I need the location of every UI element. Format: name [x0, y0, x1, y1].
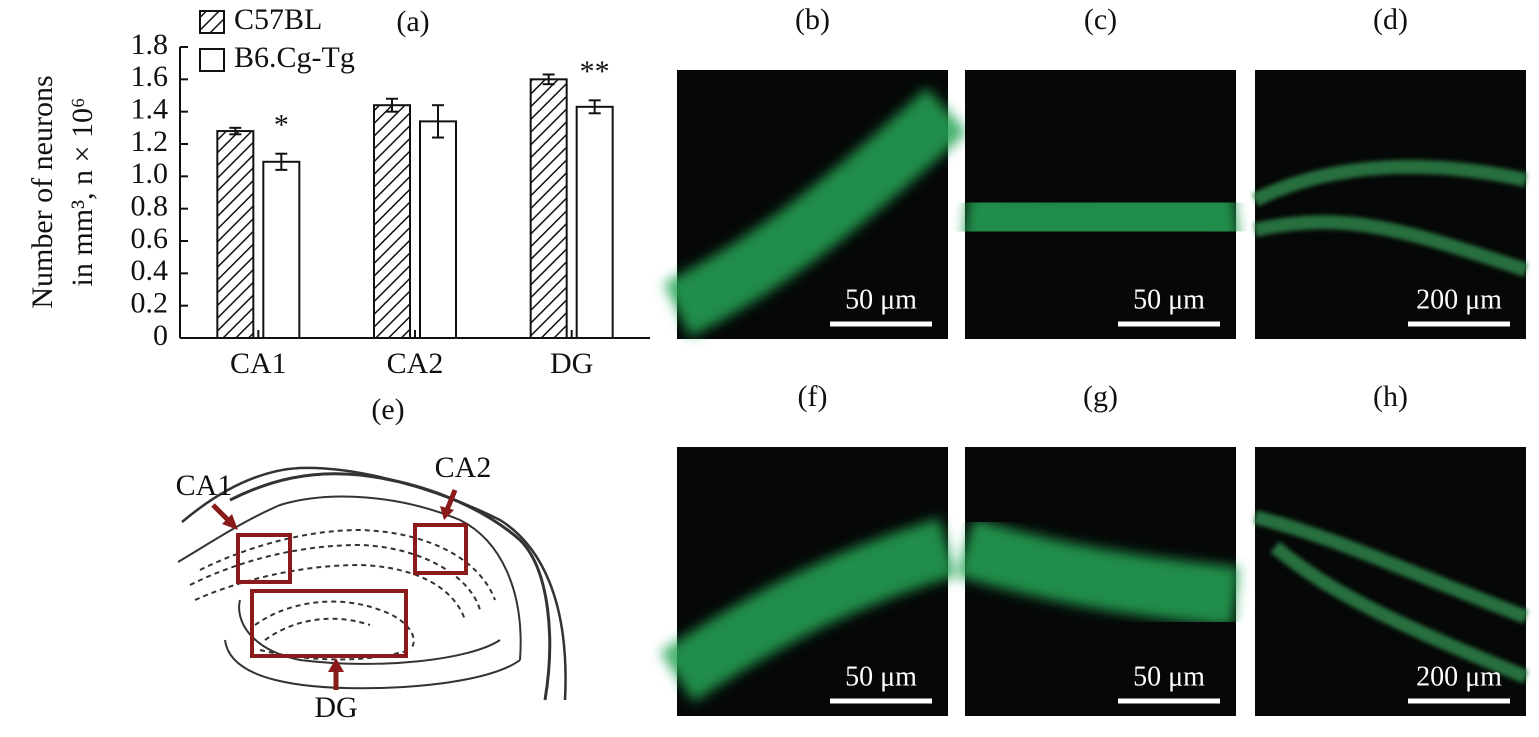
bar	[216, 130, 255, 339]
arrows	[211, 489, 458, 690]
hippocampus-diagram	[177, 466, 567, 701]
fluorescence	[956, 518, 1240, 627]
significance-label: *	[274, 109, 289, 142]
fluorescence	[1251, 159, 1529, 277]
panel-label: (b)	[795, 3, 830, 36]
bar	[575, 105, 614, 339]
region-label: CA2	[435, 451, 492, 484]
chart-title: (a)	[396, 5, 429, 38]
significance-label: **	[580, 55, 610, 88]
x-tick-label: CA1	[230, 347, 287, 380]
y-tick-label: 1.8	[131, 28, 169, 61]
y-axis-label: Number of neurons	[26, 75, 59, 308]
y-tick-label: 0.4	[131, 254, 169, 287]
bar	[373, 104, 411, 339]
y-tick-label: 0	[153, 319, 168, 352]
panel-label: (g)	[1083, 380, 1118, 413]
micrographs: (b) 50 μm (c) 50 μm (d) 200 μm (f) 50 μm (g) 50 μ…	[660, 3, 1529, 716]
bar	[419, 120, 457, 339]
region-label: CA1	[176, 469, 233, 502]
fluorescence	[962, 180, 1240, 255]
region-boxes	[236, 523, 468, 658]
panel-label: (h)	[1373, 380, 1408, 413]
panel-label: (e)	[371, 393, 404, 426]
scale-bar-label: 200 μm	[1416, 284, 1502, 315]
y-axis-label: in mm³, n × 10⁶	[66, 98, 99, 287]
y-tick-label: 0.8	[131, 190, 169, 223]
y-tick-label: 0.6	[131, 222, 169, 255]
panel-label: (c)	[1084, 3, 1117, 36]
scale-bar-label: 200 μm	[1416, 661, 1502, 692]
legend-swatch	[199, 10, 225, 34]
scale-bar-label: 50 μm	[845, 661, 917, 692]
bar	[262, 160, 301, 339]
scale-bar-label: 50 μm	[1133, 284, 1205, 315]
y-tick-label: 0.2	[131, 287, 169, 320]
fluorescence	[1253, 510, 1529, 684]
y-tick-label: 1.6	[131, 60, 169, 93]
x-tick-label: CA2	[387, 347, 444, 380]
scale-bar-label: 50 μm	[845, 284, 917, 315]
scale-bar-label: 50 μm	[1133, 661, 1205, 692]
x-tick-label: DG	[550, 347, 593, 380]
micrograph	[1255, 447, 1526, 716]
fluorescence	[660, 518, 957, 702]
micrograph	[1255, 70, 1526, 339]
panel-label: (f)	[798, 380, 828, 413]
panel-label: (d)	[1373, 3, 1408, 36]
legend-label: C57BL	[234, 3, 322, 36]
legend-swatch	[199, 48, 225, 72]
fluorescence	[663, 87, 968, 337]
legend-label: B6.Cg-Tg	[234, 41, 355, 74]
y-tick-label: 1.0	[131, 157, 169, 190]
region-label: DG	[314, 691, 357, 724]
y-tick-label: 1.2	[131, 125, 169, 158]
y-tick-label: 1.4	[131, 93, 169, 126]
bar	[529, 78, 568, 339]
